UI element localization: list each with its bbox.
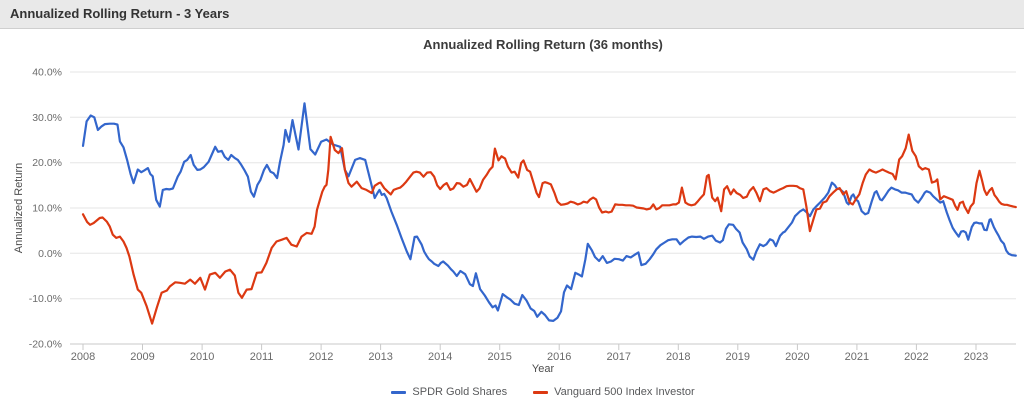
svg-text:2008: 2008 [71,351,95,363]
svg-text:30.0%: 30.0% [32,112,62,124]
legend-line-red-icon [533,390,549,394]
legend-label: SPDR Gold Shares [412,386,508,398]
chart-title: Annualized Rolling Return (36 months) [423,37,663,52]
svg-text:2016: 2016 [547,351,571,363]
legend: SPDR Gold Shares Vanguard 500 Index Inve… [70,386,1016,398]
legend-item-spdr-gold-shares: SPDR Gold Shares [391,386,507,398]
svg-text:2023: 2023 [964,351,988,363]
page-title: Annualized Rolling Return - 3 Years [10,6,230,21]
series-line-spdr-gold-shares[interactable] [81,102,1017,322]
series-line-vanguard-500-index-investor[interactable] [81,133,1017,325]
chart-area: Annualized Rolling Return (36 months) 40… [0,29,1024,406]
chart-plot-svg[interactable]: 40.0% 30.0% 20.0% 10.0% 0.0% -10.0% -20.0% 2008… [0,29,1024,406]
svg-text:2021: 2021 [845,351,869,363]
svg-text:-20.0%: -20.0% [29,339,62,351]
svg-text:2013: 2013 [368,351,392,363]
y-axis-tick-labels: 40.0% 30.0% 20.0% 10.0% 0.0% -10.0% -20.0% [29,67,62,351]
svg-text:-10.0%: -10.0% [29,293,62,305]
svg-text:2022: 2022 [904,351,928,363]
svg-text:20.0%: 20.0% [32,157,62,169]
svg-text:0.0%: 0.0% [38,248,62,260]
legend-label: Vanguard 500 Index Investor [554,386,695,398]
y-axis-title: Annualized Return [13,163,25,254]
svg-text:2010: 2010 [190,351,214,363]
x-axis-title: Year [531,363,555,375]
svg-text:2020: 2020 [785,351,809,363]
header-bar: Annualized Rolling Return - 3 Years [0,0,1024,29]
legend-item-vanguard-500-index-investor: Vanguard 500 Index Investor [533,386,695,398]
svg-text:2018: 2018 [666,351,690,363]
svg-text:10.0%: 10.0% [32,203,62,215]
svg-text:2011: 2011 [250,351,274,363]
gridlines [70,71,1016,345]
svg-text:2017: 2017 [607,351,631,363]
svg-text:2015: 2015 [487,351,511,363]
svg-text:40.0%: 40.0% [32,67,62,79]
svg-text:2019: 2019 [726,351,750,363]
svg-text:2014: 2014 [428,351,452,363]
x-axis-tick-labels: 2008 2009 2010 2011 2012 2013 2014 2015 2016 2017… [71,344,988,363]
svg-text:2009: 2009 [130,351,154,363]
svg-text:2012: 2012 [309,351,333,363]
legend-line-blue-icon [391,390,407,394]
